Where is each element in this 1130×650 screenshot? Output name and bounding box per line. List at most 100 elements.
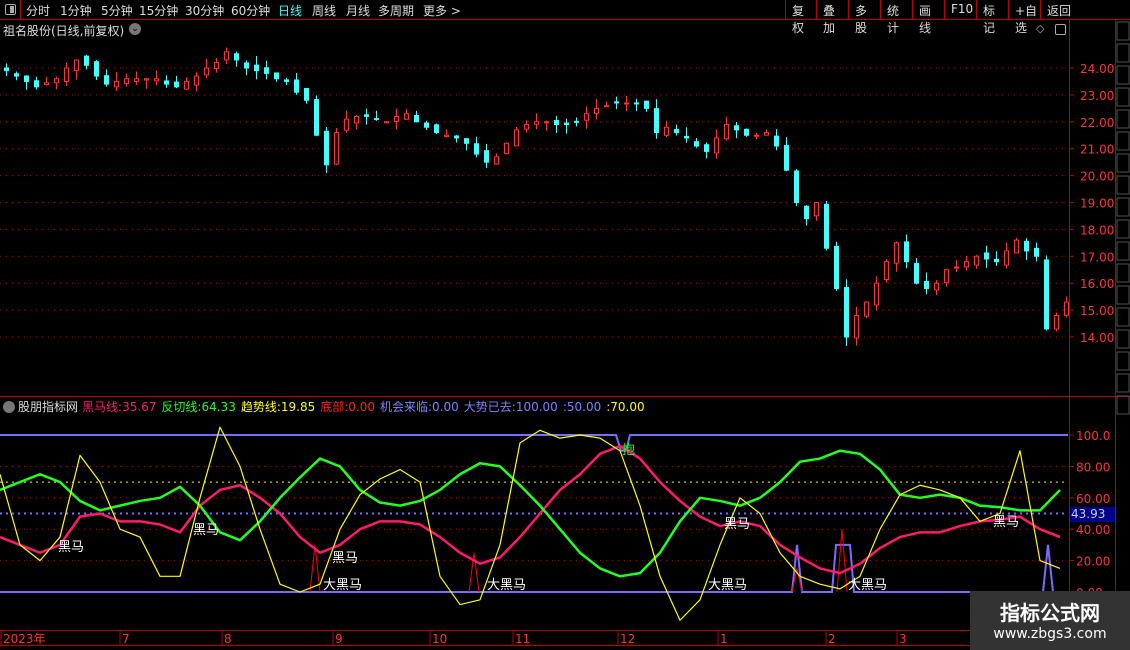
candle [394,108,399,130]
chevron-down-icon[interactable]: ⌄ [129,23,141,35]
side-panel-tab [1116,21,1130,41]
candle [294,73,299,95]
candle [884,259,889,283]
sidebar-toggle-button[interactable] [0,0,21,20]
candle-body [474,143,479,155]
candle [184,77,189,90]
candle [814,202,819,221]
candle-body [624,102,629,105]
toolbar-button-0[interactable]: 复权 [785,0,816,35]
candle-body [544,121,549,124]
candle-body [94,61,99,77]
candle-body [274,72,279,80]
indicator-name: 股朋指标网 [18,400,79,414]
chart-title: 祖名股份(日线,前复权) [3,24,125,38]
candle-body [304,88,309,101]
indicator-tick-label: 20.00 [1076,555,1110,569]
period-tab-8[interactable]: 月线 [346,4,371,18]
price-tick-label: 19.00 [1080,197,1114,211]
candle-body [424,122,429,128]
candle-body [4,67,9,72]
legend-label: 趋势线: [240,400,281,414]
candle-body [944,269,949,284]
watermark-url: www.zbgs3.com [993,626,1107,642]
candle [144,78,149,89]
period-tab-5[interactable]: 60分钟 [231,4,271,18]
candle-body [384,121,389,124]
candle [504,142,509,155]
toolbar-button-6[interactable]: 标记 [976,0,1008,35]
period-tab-4[interactable]: 30分钟 [185,4,225,18]
diamond-icon[interactable]: ◇ [1036,22,1045,35]
candle [414,110,419,123]
legend-label: 大势已去: [463,400,516,414]
candle-body [664,126,669,136]
candle [1014,237,1019,254]
candle-body [144,78,149,81]
period-tab-2[interactable]: 5分钟 [101,4,133,18]
price-tick-label: 22.00 [1080,116,1114,130]
candle [554,115,559,134]
candle-body [334,132,339,165]
candle [674,124,679,136]
period-tab-9[interactable]: 多周期 [378,4,415,18]
candle [794,168,799,207]
period-tab-6[interactable]: 日线 [278,4,303,18]
toolbar-button-2[interactable]: 多股 [848,0,880,35]
candle [564,118,569,134]
signal-annotation: 黑马 [58,540,84,555]
period-tab-3[interactable]: 15分钟 [139,4,179,18]
candle-body [704,144,709,152]
candle-body [684,135,689,139]
legend-label: 反切线: [161,400,202,414]
candle-body [504,142,509,155]
period-tab-0[interactable]: 分时 [26,4,51,18]
candle [524,120,529,133]
candle-body [964,261,969,268]
candle-body [724,123,729,140]
candle [344,110,349,133]
price-tick-label: 23.00 [1080,89,1114,103]
candle [784,137,789,172]
side-panel-tab [1116,329,1130,349]
period-tab-7[interactable]: 周线 [312,4,337,18]
price-tick-label: 16.00 [1080,277,1114,291]
candle-body [34,80,39,88]
side-panel-tab [1116,219,1130,239]
toolbar-button-4[interactable]: 画线 [912,0,944,35]
candle [924,272,929,295]
side-panel-tab [1116,351,1130,371]
candle [174,75,179,89]
indicator-legend: 股朋指标网 黑马线:35.67 反切线:64.33 趋势线:19.85 底部:0.00 机… [0,398,650,415]
candle [934,280,939,296]
chevron-down-icon[interactable] [3,401,15,413]
side-panel-tab [1116,131,1130,151]
candle-body [644,100,649,109]
candle-body [924,281,929,290]
toolbar-button-5[interactable]: F10 [944,0,976,20]
candle-body [694,141,699,147]
toolbar-button-7[interactable]: +自选 [1008,0,1040,35]
candle-body [1064,301,1069,316]
candle-body [14,73,19,77]
candle-body [634,102,639,105]
toolbar-button-8[interactable]: 返回 [1040,0,1078,20]
toolbar-button-3[interactable]: 统计 [880,0,912,35]
candle-body [254,64,259,72]
candle-body [54,78,59,84]
side-panel-tab [1116,395,1130,415]
period-tab-1[interactable]: 1分钟 [60,4,92,18]
signal-annotation: 大黑马 [487,578,526,593]
price-tick-label: 18.00 [1080,223,1114,237]
candle-body [324,130,329,166]
candle-body [284,79,289,82]
candle-body [754,134,759,137]
candle-body [564,122,569,125]
toolbar-button-1[interactable]: 叠加 [816,0,848,35]
period-tab-10[interactable]: 更多 > [423,4,461,18]
candle-body [854,314,859,339]
candle [154,70,159,86]
candle [864,301,869,319]
panel-icon[interactable] [1055,24,1066,35]
